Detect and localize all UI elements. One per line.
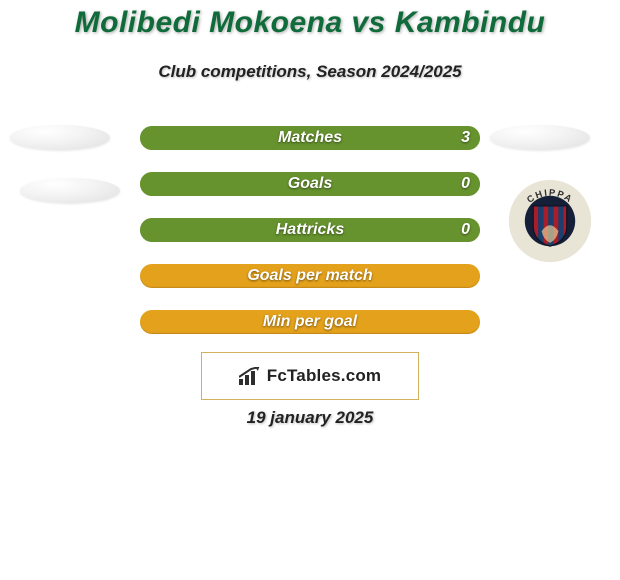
- stat-bar-min-per-goal: Min per goal: [140, 310, 480, 334]
- stat-bar-label: Hattricks: [140, 218, 480, 242]
- stat-bar-matches: Matches 3: [140, 126, 480, 150]
- stat-bar-label: Goals per match: [140, 264, 480, 288]
- stat-bar-label: Goals: [140, 172, 480, 196]
- page-title: Molibedi Mokoena vs Kambindu: [0, 6, 620, 40]
- stat-bar-value-right: 0: [461, 172, 470, 196]
- club-emblem-svg: CHIPPA: [508, 179, 592, 263]
- stat-bar-goals-per-match: Goals per match: [140, 264, 480, 288]
- club-left-avatar: [20, 178, 120, 203]
- stat-bar-hattricks: Hattricks 0: [140, 218, 480, 242]
- player-right-avatar: [490, 125, 590, 150]
- club-right-emblem: CHIPPA: [508, 179, 592, 263]
- stat-bars: Matches 3 Goals 0 Hattricks 0 Goals per …: [140, 126, 480, 356]
- stat-bar-label: Matches: [140, 126, 480, 150]
- stat-bar-value-right: 0: [461, 218, 470, 242]
- player-left-avatar: [10, 125, 110, 150]
- stat-bar-value-right: 3: [461, 126, 470, 150]
- fctables-logo[interactable]: FcTables.com: [201, 352, 419, 400]
- fctables-logo-text: FcTables.com: [267, 366, 382, 386]
- bar-chart-icon: [239, 367, 261, 385]
- footer-date: 19 january 2025: [0, 408, 620, 428]
- stat-bar-goals: Goals 0: [140, 172, 480, 196]
- stat-bar-label: Min per goal: [140, 310, 480, 334]
- subtitle: Club competitions, Season 2024/2025: [0, 62, 620, 82]
